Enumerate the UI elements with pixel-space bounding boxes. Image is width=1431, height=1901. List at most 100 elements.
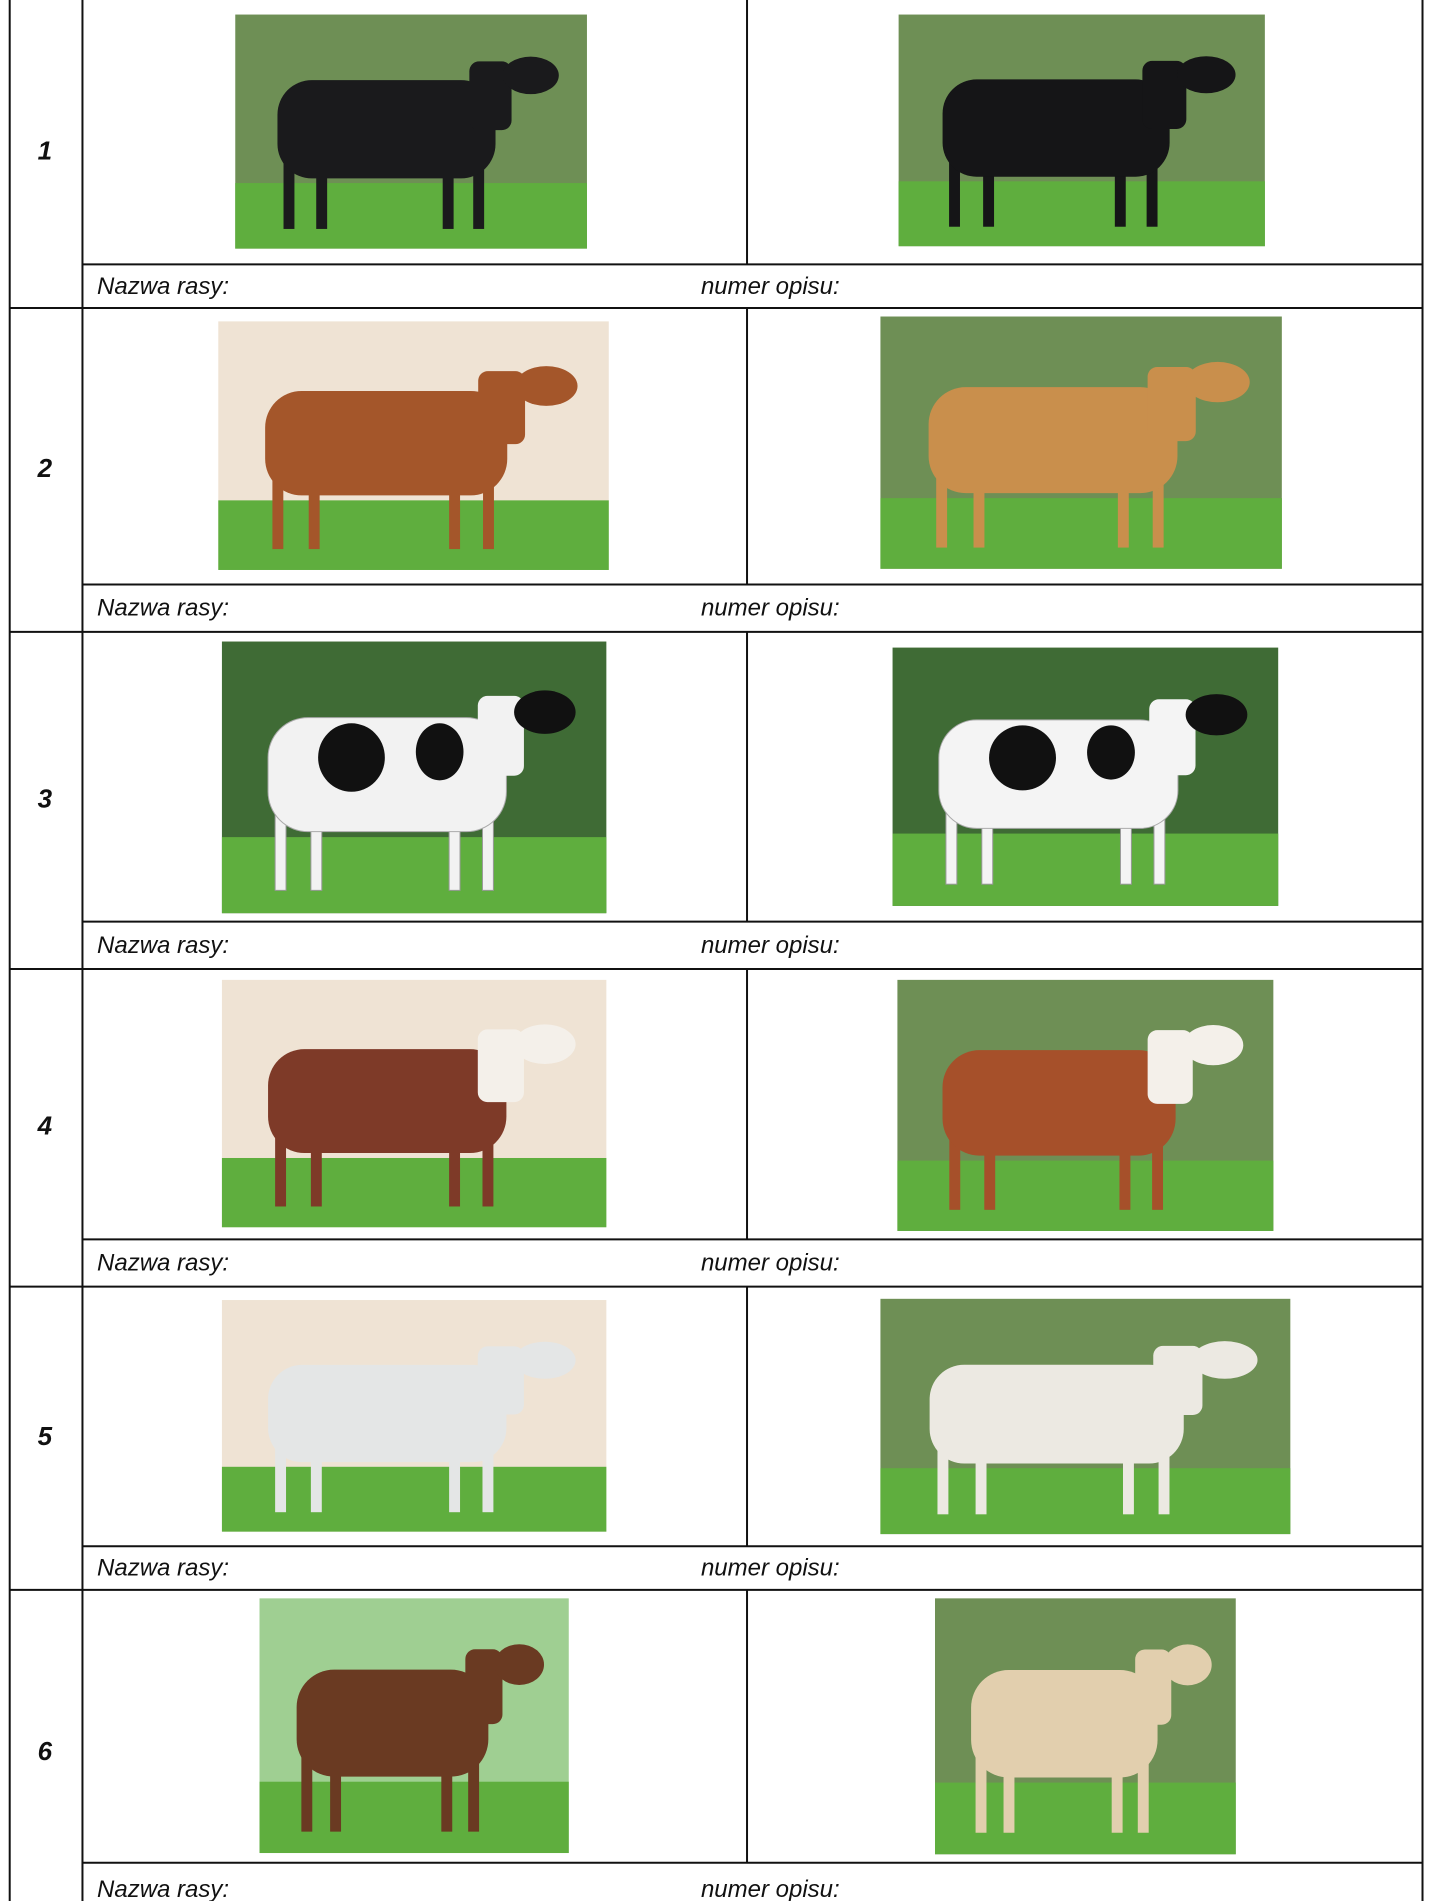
- cow-neck: [1147, 366, 1196, 442]
- cow-leg: [1117, 471, 1129, 548]
- cow-leg: [1122, 1443, 1134, 1515]
- cow-photo: [880, 1298, 1291, 1535]
- cow-neck: [1147, 1030, 1193, 1104]
- cow-leg: [482, 1442, 494, 1513]
- cow-neck: [1149, 699, 1196, 776]
- cow-photo: [235, 14, 587, 249]
- cow-leg: [975, 1755, 987, 1833]
- breed-label: Nazwa rasy:: [97, 1250, 229, 1277]
- cow-neck: [477, 695, 524, 776]
- row-number: 1: [38, 136, 52, 166]
- cow-head: [1183, 1025, 1244, 1066]
- cow-leg: [310, 1442, 322, 1513]
- cow-head: [1163, 1644, 1212, 1686]
- cow-neck: [1135, 1649, 1172, 1725]
- breed-label: Nazwa rasy:: [97, 273, 229, 300]
- cow-spot: [989, 725, 1056, 791]
- cow-leg: [316, 158, 328, 229]
- cow-head: [514, 1341, 576, 1379]
- cow-head: [494, 1644, 545, 1685]
- breed-label: Nazwa rasy:: [97, 932, 229, 959]
- cow-leg: [449, 1442, 461, 1513]
- cow-leg: [442, 158, 454, 229]
- cow-leg: [275, 1132, 287, 1207]
- cow-leg: [308, 474, 320, 550]
- photo-grass: [218, 500, 609, 570]
- cow-neck: [469, 61, 512, 131]
- cow-body: [971, 1670, 1158, 1778]
- cow-head: [502, 56, 559, 95]
- cow-head: [514, 690, 576, 734]
- cow-leg: [1003, 1755, 1015, 1833]
- cow-leg: [482, 1132, 494, 1207]
- cow-leg: [468, 1755, 480, 1832]
- row-number: 4: [37, 1111, 53, 1141]
- cow-photo: [221, 641, 607, 914]
- cow-head: [1185, 361, 1250, 403]
- cow-body: [942, 1050, 1176, 1156]
- cow-leg: [449, 1132, 461, 1207]
- cow-body: [928, 387, 1178, 494]
- cow-leg: [983, 157, 995, 227]
- cow-leg: [449, 474, 461, 550]
- photo-grass: [880, 1468, 1291, 1535]
- cow-body: [268, 1364, 507, 1463]
- description-label: numer opisu:: [701, 932, 840, 959]
- cow-leg: [283, 158, 295, 229]
- cow-neck: [465, 1649, 503, 1725]
- cow-leg: [1152, 1134, 1164, 1210]
- cow-leg: [1137, 1755, 1149, 1833]
- cow-spot: [1087, 725, 1135, 780]
- cow-photo: [897, 979, 1274, 1231]
- cow-body: [268, 1049, 507, 1154]
- cow-leg: [473, 158, 485, 229]
- cow-photo: [892, 647, 1279, 906]
- breed-label: Nazwa rasy:: [97, 1555, 229, 1582]
- photo-grass: [880, 498, 1282, 569]
- cow-body: [938, 719, 1179, 829]
- cow-leg: [483, 474, 494, 550]
- cow-spot: [318, 723, 385, 792]
- cow-body: [929, 1364, 1184, 1464]
- description-label: numer opisu:: [701, 273, 840, 300]
- cow-neck: [1153, 1345, 1203, 1416]
- row-number: 6: [38, 1736, 53, 1766]
- cow-leg: [272, 474, 284, 550]
- cow-photo: [880, 316, 1282, 569]
- cow-neck: [477, 1346, 524, 1415]
- cow-leg: [1146, 157, 1158, 227]
- cow-leg: [949, 1134, 961, 1210]
- cow-head: [514, 1024, 576, 1064]
- description-label: numer opisu:: [701, 1250, 840, 1277]
- cow-leg: [301, 1755, 313, 1832]
- breed-label: Nazwa rasy:: [97, 595, 229, 622]
- cow-leg: [975, 1443, 987, 1515]
- cow-head: [1185, 694, 1248, 736]
- cow-leg: [936, 471, 948, 548]
- cow-leg: [973, 471, 985, 548]
- cow-photo: [218, 321, 609, 570]
- cow-neck: [1142, 60, 1187, 129]
- row-number: 2: [37, 453, 53, 483]
- cow-leg: [984, 1134, 996, 1210]
- description-label: numer opisu:: [701, 1555, 840, 1582]
- cow-photo: [221, 979, 607, 1228]
- cow-leg: [1111, 1755, 1123, 1833]
- description-label: numer opisu:: [701, 1876, 840, 1901]
- cow-leg: [1152, 471, 1164, 548]
- cow-leg: [310, 1132, 322, 1207]
- cow-body: [277, 80, 496, 179]
- cow-photo: [935, 1598, 1236, 1855]
- cow-photo: [221, 1300, 607, 1532]
- cow-neck: [478, 371, 526, 445]
- cow-leg: [1119, 1134, 1131, 1210]
- cow-body: [296, 1669, 489, 1777]
- cow-photo: [259, 1598, 569, 1854]
- row-number: 5: [38, 1421, 53, 1451]
- row-number: 3: [38, 783, 53, 813]
- cow-leg: [937, 1443, 949, 1515]
- cow-body: [265, 390, 508, 496]
- cow-leg: [949, 157, 960, 227]
